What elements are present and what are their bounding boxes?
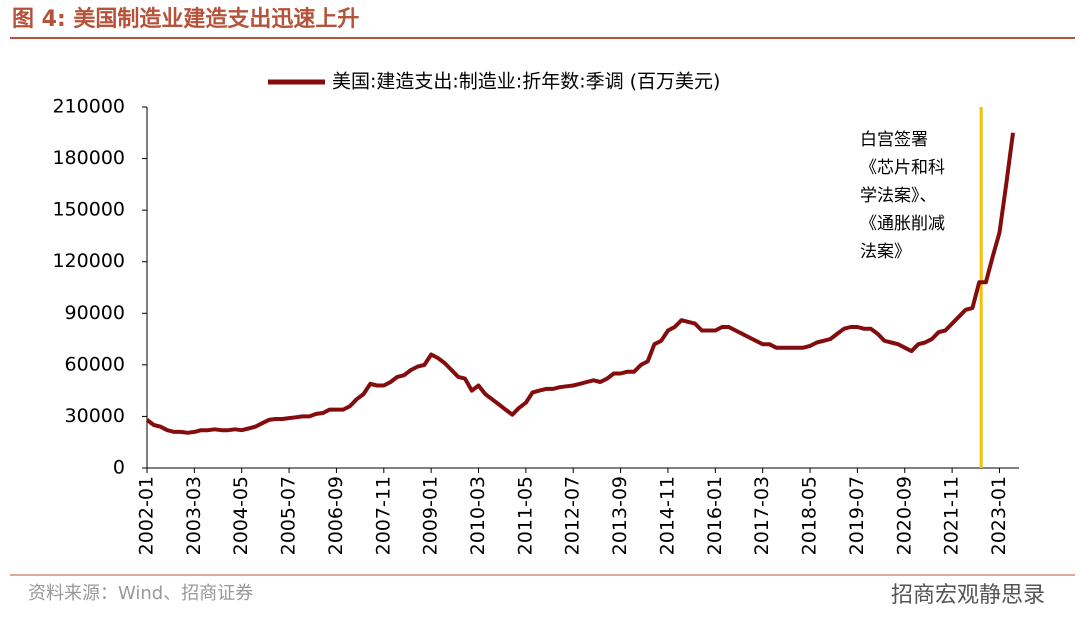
annotation-text: 白宫签署 — [860, 130, 928, 150]
x-tick-label: 2020-09 — [893, 476, 915, 555]
x-tick-label: 2016-01 — [704, 476, 726, 555]
x-tick-label: 2002-01 — [136, 476, 158, 555]
x-tick-label: 2013-09 — [609, 476, 631, 555]
x-tick-label: 2012-07 — [562, 476, 584, 555]
x-tick-label: 2018-05 — [799, 476, 821, 555]
annotation-text: 学法案》、 — [860, 186, 937, 206]
x-tick-label: 2009-01 — [420, 476, 442, 555]
x-tick-label: 2003-03 — [183, 476, 205, 555]
x-tick-label: 2005-07 — [278, 476, 300, 555]
y-tick-label: 90000 — [65, 302, 125, 324]
x-tick-label: 2019-07 — [846, 476, 868, 555]
x-tick-label: 2023-01 — [988, 476, 1010, 555]
annotation-text: 《芯片和科 — [860, 158, 945, 178]
x-tick-label: 2021-11 — [941, 476, 963, 555]
annotation-text: 《通胀削减 — [860, 214, 945, 234]
y-tick-label: 120000 — [52, 250, 125, 272]
legend-label: 美国:建造支出:制造业:折年数:季调 (百万美元) — [332, 71, 720, 93]
y-tick-label: 60000 — [65, 353, 125, 375]
y-tick-label: 180000 — [52, 147, 125, 169]
x-tick-label: 2017-03 — [751, 476, 773, 555]
chart-title: 图 4: 美国制造业建造支出迅速上升 — [12, 6, 359, 32]
y-tick-label: 30000 — [65, 405, 125, 427]
watermark: 招商宏观静思录 — [891, 583, 1045, 608]
x-tick-label: 2010-03 — [467, 476, 489, 555]
y-tick-label: 210000 — [52, 96, 125, 118]
source: 资料来源：Wind、招商证券 — [28, 583, 253, 604]
series-line — [145, 132, 1015, 435]
y-tick-label: 150000 — [52, 199, 125, 221]
y-tick-label: 0 — [113, 457, 125, 479]
x-tick-label: 2006-09 — [325, 476, 347, 555]
x-tick-label: 2014-11 — [656, 476, 678, 555]
x-tick-label: 2004-05 — [230, 476, 252, 555]
x-tick-label: 2011-05 — [514, 476, 536, 555]
x-tick-label: 2007-11 — [372, 476, 394, 555]
annotation-text: 法案》 — [860, 242, 911, 262]
